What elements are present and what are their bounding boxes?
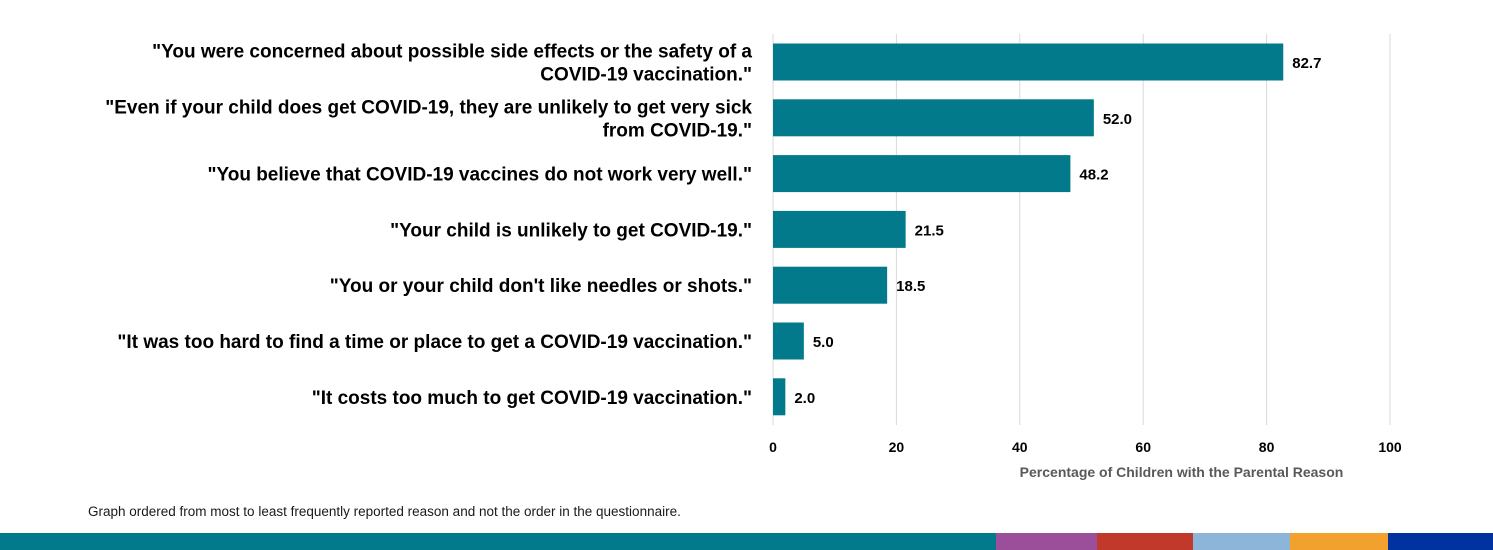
value-labels: 82.7 52.0 48.2 21.5 18.5 5.0 2.0 — [794, 55, 1321, 407]
category-label-line: COVID-19 vaccination." — [540, 65, 752, 86]
category-label: "It costs too much to get COVID-19 vacci… — [312, 388, 752, 409]
category-label-line: "You were concerned about possible side … — [152, 42, 752, 63]
category-label-line: "You believe that COVID-19 vaccines do n… — [207, 165, 752, 186]
category-label-line: from COVID-19." — [603, 120, 752, 141]
category-label: "Even if your child does get COVID-19, t… — [105, 97, 752, 141]
color-strip-segment — [0, 533, 996, 550]
bar — [773, 322, 804, 360]
category-label-line: "Your child is unlikely to get COVID-19.… — [390, 220, 752, 241]
x-tick-label: 0 — [769, 439, 777, 455]
bars — [773, 43, 1284, 416]
category-label: "You believe that COVID-19 vaccines do n… — [207, 165, 752, 186]
data-label: 82.7 — [1292, 55, 1321, 72]
data-label: 2.0 — [794, 390, 815, 407]
bar — [773, 378, 786, 416]
category-label-line: "It was too hard to find a time or place… — [117, 332, 752, 353]
bar-chart: 82.7 52.0 48.2 21.5 18.5 5.0 2.0 "You were con… — [105, 34, 1402, 480]
category-label-line: "You or your child don't like needles or… — [330, 276, 752, 297]
category-label-line: "Even if your child does get COVID-19, t… — [105, 97, 752, 118]
color-strip-segment — [1193, 533, 1290, 550]
category-label: "You or your child don't like needles or… — [330, 276, 752, 297]
data-label: 18.5 — [896, 278, 925, 295]
color-strip-segment — [1290, 533, 1388, 550]
data-label: 48.2 — [1079, 167, 1108, 184]
bar — [773, 266, 888, 304]
bar — [773, 43, 1284, 81]
bar — [773, 99, 1094, 137]
category-label: "It was too hard to find a time or place… — [117, 332, 752, 353]
color-strip-segment — [1097, 533, 1193, 550]
footnote: Graph ordered from most to least frequen… — [88, 504, 681, 519]
x-tick-label: 80 — [1259, 439, 1275, 455]
color-strip-segment — [996, 533, 1097, 550]
color-strip-segment — [1388, 533, 1493, 550]
category-label: "Your child is unlikely to get COVID-19.… — [390, 220, 752, 241]
x-tick-label: 40 — [1012, 439, 1028, 455]
data-label: 5.0 — [813, 334, 834, 351]
category-label-line: "It costs too much to get COVID-19 vacci… — [312, 388, 752, 409]
x-tick-label: 60 — [1135, 439, 1151, 455]
x-tick-label: 20 — [889, 439, 905, 455]
gridlines — [772, 34, 1391, 425]
data-label: 21.5 — [915, 222, 944, 239]
category-labels: "You were concerned about possible side … — [105, 42, 752, 409]
x-axis-ticks: 0 20 40 60 80 100 — [769, 439, 1402, 455]
x-axis-title: Percentage of Children with the Parental… — [1020, 464, 1344, 480]
bar — [773, 210, 906, 248]
color-strip — [0, 533, 1493, 550]
bar — [773, 155, 1071, 193]
x-tick-label: 100 — [1378, 439, 1402, 455]
data-label: 52.0 — [1103, 111, 1132, 128]
category-label: "You were concerned about possible side … — [152, 42, 752, 86]
